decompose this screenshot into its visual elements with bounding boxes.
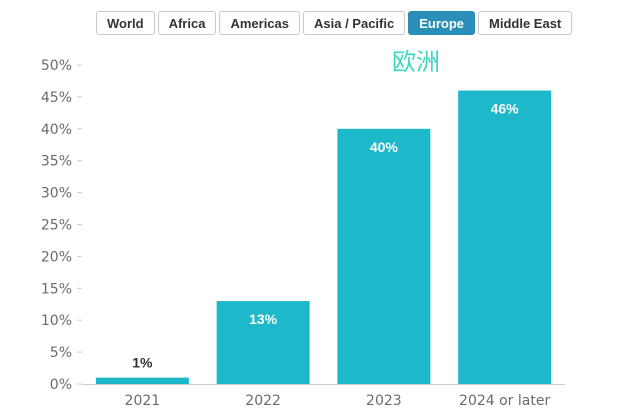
tab-europe[interactable]: Europe	[408, 11, 476, 35]
bar-2024-or-later[interactable]	[458, 90, 552, 385]
region-tabs: World Africa Americas Asia / Pacific Eur…	[96, 11, 573, 35]
bars: 1% 13% 40% 46%	[95, 90, 552, 385]
y-tick-label: 40%	[41, 122, 72, 138]
y-tick-label: 50%	[41, 58, 72, 74]
y-tick-label: 0%	[50, 377, 72, 393]
data-label: 46%	[491, 101, 520, 117]
x-tick-label: 2024 or later	[459, 393, 550, 409]
data-label: 40%	[370, 139, 399, 155]
y-tick-label: 10%	[41, 313, 72, 329]
y-tick-label: 30%	[41, 186, 72, 202]
tab-asia-pacific[interactable]: Asia / Pacific	[303, 11, 406, 35]
x-tick-label: 2022	[245, 393, 281, 409]
bar-2021[interactable]	[95, 377, 189, 384]
tab-middle-east[interactable]: Middle East	[478, 11, 573, 35]
y-tick-label: 25%	[41, 218, 72, 234]
chart-title: 欧洲	[392, 48, 440, 76]
bar-2022[interactable]	[216, 301, 310, 384]
y-tick-label: 45%	[41, 90, 72, 106]
bar-2023[interactable]	[337, 128, 431, 384]
data-label: 1%	[132, 355, 153, 371]
x-tick-label: 2021	[125, 393, 161, 409]
data-label: 13%	[249, 311, 278, 327]
x-axis: 2021 2022 2023 2024 or later	[82, 384, 565, 409]
y-tick-label: 5%	[50, 345, 72, 361]
tab-americas[interactable]: Americas	[219, 11, 300, 35]
y-tick-label: 15%	[41, 281, 72, 297]
y-tick-label: 35%	[41, 154, 72, 170]
x-tick-label: 2023	[366, 393, 402, 409]
tab-africa[interactable]: Africa	[157, 11, 217, 35]
y-axis: 0% 5% 10% 15% 20% 25% 30% 35% 40% 45% 50%	[41, 58, 82, 393]
tab-world[interactable]: World	[96, 11, 155, 35]
y-tick-label: 20%	[41, 249, 72, 265]
